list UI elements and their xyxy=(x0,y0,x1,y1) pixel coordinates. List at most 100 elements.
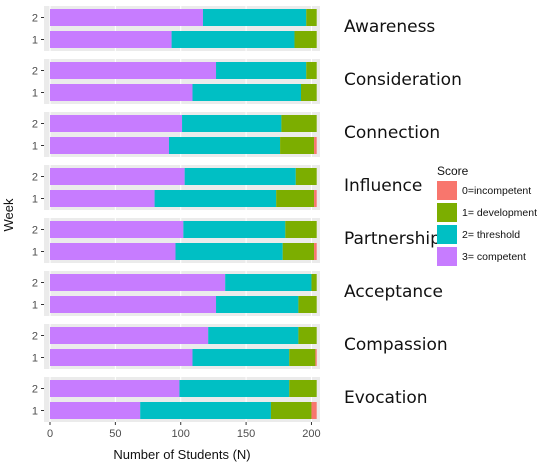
facet-label: Acceptance xyxy=(344,282,443,302)
bar-segment-s2-week-1 xyxy=(216,296,299,313)
bar-segment-s3-week-2 xyxy=(50,115,183,132)
facet-label: Partnership xyxy=(344,229,441,249)
x-tick-label: 0 xyxy=(47,428,53,440)
bar-segment-s3-week-2 xyxy=(50,274,226,291)
bar-segment-s2-week-2 xyxy=(179,380,290,397)
bar-segment-s1-week-1 xyxy=(301,84,317,101)
week-tick-label: 1 xyxy=(32,194,38,206)
facet-panels: 2 1 Awareness 2 1 Consideration 2 1 Connection 2 1… xyxy=(32,6,462,422)
bar-segment-s1-week-2 xyxy=(285,221,317,238)
facet-label: Consideration xyxy=(344,70,462,90)
bar-segment-s2-week-2 xyxy=(183,221,286,238)
bar-segment-s3-week-2 xyxy=(50,380,180,397)
bar-segment-s0-week-1 xyxy=(314,243,317,260)
bar-segment-s1-week-1 xyxy=(270,402,312,419)
facet-label: Compassion xyxy=(344,335,448,355)
facet-panel: 2 1 Acceptance xyxy=(32,271,443,316)
bar-segment-s2-week-2 xyxy=(184,168,296,185)
bar-segment-s1-week-1 xyxy=(280,137,315,154)
bar-segment-s1-week-2 xyxy=(298,327,317,344)
bar-segment-s2-week-1 xyxy=(171,31,295,48)
bar-segment-s0-week-1 xyxy=(315,349,317,366)
legend-label: 1= development xyxy=(462,207,537,219)
bar-segment-s2-week-2 xyxy=(202,9,307,26)
bar-segment-s3-week-1 xyxy=(50,190,155,207)
bar-segment-s3-week-1 xyxy=(50,84,193,101)
x-tick-label: 200 xyxy=(302,428,320,440)
bar-segment-s2-week-2 xyxy=(225,274,312,291)
bar-segment-s2-week-1 xyxy=(168,137,281,154)
bar-segment-s1-week-2 xyxy=(295,168,317,185)
week-tick-label: 1 xyxy=(32,353,38,365)
x-tick-label: 150 xyxy=(237,428,255,440)
legend-label: 0=incompetent xyxy=(462,185,531,197)
bar-segment-s1-week-2 xyxy=(306,62,317,79)
bar-segment-s3-week-1 xyxy=(50,296,217,313)
week-tick-label: 2 xyxy=(32,13,38,25)
bar-segment-s2-week-1 xyxy=(175,243,283,260)
facet-panel: 2 1 Partnership xyxy=(32,218,441,263)
bar-segment-s0-week-1 xyxy=(314,137,317,154)
bar-segment-s1-week-2 xyxy=(306,9,317,26)
facet-panel: 2 1 Evocation xyxy=(32,377,428,422)
legend-title: Score xyxy=(437,164,469,178)
week-tick-label: 1 xyxy=(32,406,38,418)
bar-segment-s2-week-1 xyxy=(140,402,271,419)
bar-segment-s1-week-2 xyxy=(281,115,317,132)
bar-segment-s2-week-2 xyxy=(182,115,282,132)
legend-label: 2= threshold xyxy=(462,229,520,241)
week-tick-label: 1 xyxy=(32,300,38,312)
bar-segment-s2-week-2 xyxy=(216,62,307,79)
bar-segment-s3-week-1 xyxy=(50,31,172,48)
legend-swatch-s3 xyxy=(437,247,457,266)
bar-segment-s1-week-1 xyxy=(298,296,317,313)
bar-segment-s3-week-2 xyxy=(50,62,217,79)
bar-segment-s3-week-2 xyxy=(50,327,209,344)
facet-panel: 2 1 Awareness xyxy=(32,6,435,51)
x-tick-label: 50 xyxy=(109,428,121,440)
week-tick-label: 2 xyxy=(32,172,38,184)
week-tick-label: 2 xyxy=(32,66,38,78)
week-tick-label: 2 xyxy=(32,331,38,343)
x-tick-label: 100 xyxy=(172,428,190,440)
facet-label: Influence xyxy=(344,176,422,196)
facet-panel: 2 1 Consideration xyxy=(32,59,462,104)
week-tick-label: 1 xyxy=(32,247,38,259)
bar-segment-s1-week-1 xyxy=(276,190,315,207)
y-axis-title: Week xyxy=(1,198,16,231)
bar-segment-s0-week-1 xyxy=(314,190,317,207)
facet-panel: 2 1 Influence xyxy=(32,165,422,210)
facet-label: Awareness xyxy=(344,17,435,37)
bar-segment-s3-week-1 xyxy=(50,349,193,366)
x-axis: 0 50 100 150 200 xyxy=(47,422,321,440)
bar-segment-s1-week-2 xyxy=(311,274,317,291)
legend-swatch-s0 xyxy=(437,181,457,200)
bar-segment-s3-week-2 xyxy=(50,221,184,238)
week-tick-label: 2 xyxy=(32,278,38,290)
bar-segment-s1-week-2 xyxy=(289,380,317,397)
bar-segment-s3-week-1 xyxy=(50,137,169,154)
bar-segment-s3-week-1 xyxy=(50,243,176,260)
bar-segment-s0-week-1 xyxy=(311,402,317,419)
week-tick-label: 1 xyxy=(32,141,38,153)
week-tick-label: 1 xyxy=(32,88,38,100)
week-tick-label: 2 xyxy=(32,119,38,131)
legend: Score 0=incompetent 1= development 2= thre… xyxy=(437,164,537,266)
facet-panel: 2 1 Connection xyxy=(32,112,440,157)
bar-segment-s1-week-1 xyxy=(294,31,317,48)
bar-segment-s2-week-2 xyxy=(208,327,299,344)
bar-segment-s3-week-2 xyxy=(50,9,203,26)
bar-segment-s2-week-1 xyxy=(192,349,290,366)
legend-swatch-s2 xyxy=(437,225,457,244)
week-tick-label: 2 xyxy=(32,384,38,396)
x-axis-title: Number of Students (N) xyxy=(113,447,250,462)
facet-panel: 2 1 Compassion xyxy=(32,324,448,369)
bar-segment-s3-week-1 xyxy=(50,402,141,419)
week-tick-label: 1 xyxy=(32,35,38,47)
legend-swatch-s1 xyxy=(437,203,457,222)
legend-label: 3= competent xyxy=(462,251,526,263)
facet-label: Connection xyxy=(344,123,440,143)
bar-segment-s1-week-1 xyxy=(289,349,316,366)
bar-segment-s3-week-2 xyxy=(50,168,185,185)
